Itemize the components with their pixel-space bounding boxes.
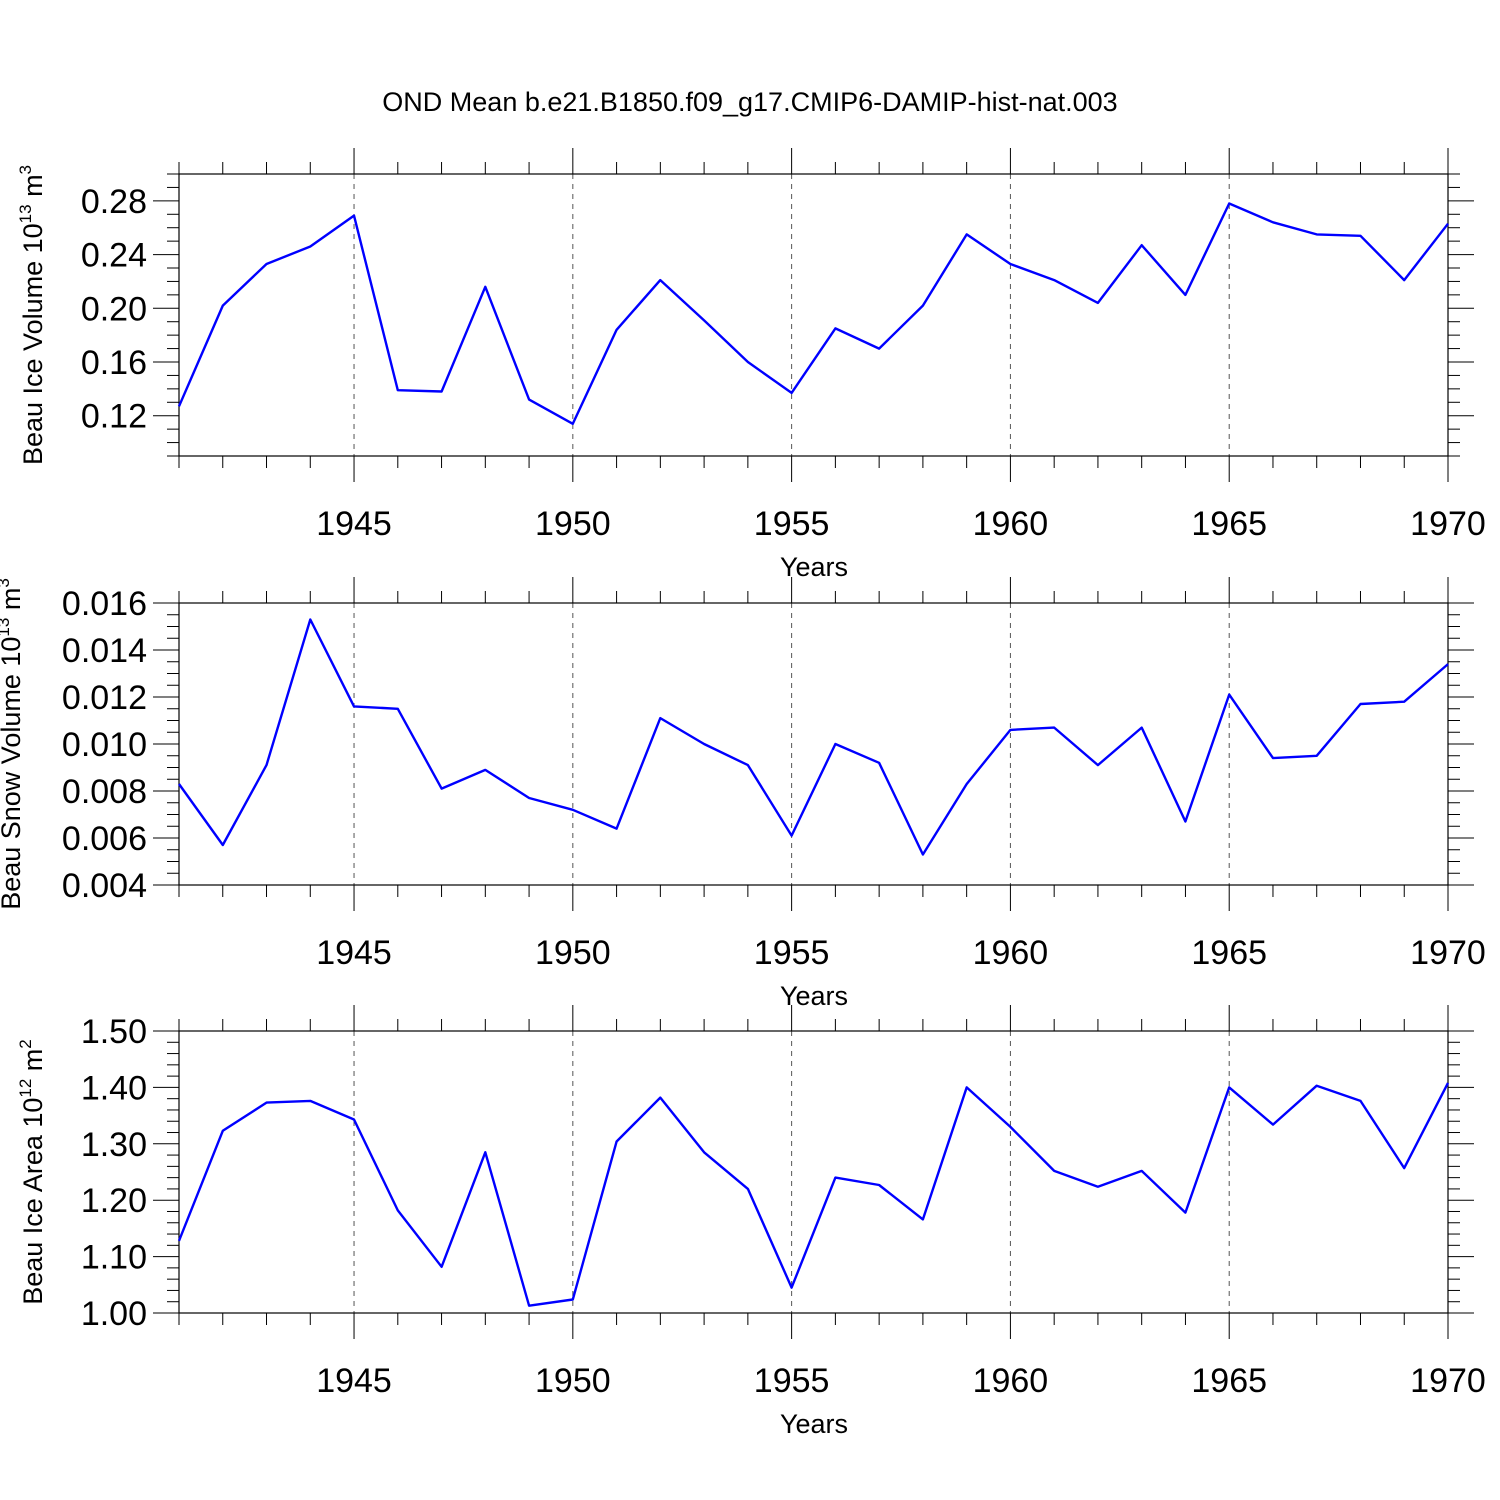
x-tick-label: 1950 bbox=[535, 505, 611, 543]
y-axis-label-text: m bbox=[18, 1049, 48, 1079]
chart-panel-2: 0.004 0.006 0.008 0.010 0.012 0.014 0.016 1945 1… bbox=[0, 577, 1486, 1011]
x-axis-label: Years bbox=[780, 552, 848, 582]
y-tick-label: 0.004 bbox=[62, 867, 147, 905]
x-tick-label: 1960 bbox=[973, 1362, 1049, 1400]
y-axis-label: Beau Snow Volume 1013 m3 bbox=[0, 578, 26, 910]
y-axis-label-text: Beau Ice Volume 10 bbox=[18, 223, 48, 465]
x-tick-label: 1955 bbox=[754, 934, 830, 972]
y-tick-label: 0.008 bbox=[62, 773, 147, 811]
y-tick-label: 0.12 bbox=[81, 398, 147, 436]
x-tick-label: 1960 bbox=[973, 505, 1049, 543]
series-line bbox=[177, 202, 1449, 425]
x-tick-label: 1965 bbox=[1191, 505, 1267, 543]
y-axis-label-superscript: 13 bbox=[16, 204, 35, 223]
x-tick-label: 1965 bbox=[1191, 934, 1267, 972]
y-axis-label-superscript: 13 bbox=[0, 618, 13, 637]
y-tick-label: 0.006 bbox=[62, 820, 147, 858]
y-axis-label-text: Beau Ice Area 10 bbox=[18, 1098, 48, 1305]
plot-frame bbox=[178, 173, 1449, 457]
x-axis-label: Years bbox=[780, 981, 848, 1011]
y-tick-label: 1.50 bbox=[81, 1013, 147, 1051]
x-tick-label: 1970 bbox=[1410, 934, 1486, 972]
x-axis-label: Years bbox=[780, 1409, 848, 1439]
series-line bbox=[178, 618, 1449, 856]
chart-panel-1: 0.12 0.16 0.20 0.24 0.28 1945 1950 1955 1960 1965… bbox=[16, 148, 1486, 582]
x-tick-label: 1945 bbox=[316, 505, 392, 543]
x-tick-label: 1955 bbox=[754, 505, 830, 543]
y-tick-label: 0.016 bbox=[62, 585, 147, 623]
y-tick-label: 1.00 bbox=[81, 1295, 147, 1333]
x-tick-label: 1955 bbox=[754, 1362, 830, 1400]
y-axis-label-text: m bbox=[0, 588, 26, 618]
y-axis-label-text: m bbox=[18, 174, 48, 204]
y-tick-label: 1.10 bbox=[81, 1239, 147, 1277]
series-line bbox=[177, 1082, 1450, 1307]
y-tick-label: 1.30 bbox=[81, 1126, 147, 1164]
x-tick-label: 1970 bbox=[1410, 505, 1486, 543]
y-axis-label-superscript: 2 bbox=[16, 1039, 35, 1048]
y-tick-label: 0.28 bbox=[81, 183, 147, 221]
y-tick-label: 0.16 bbox=[81, 344, 147, 382]
y-tick-label: 1.40 bbox=[81, 1069, 147, 1107]
y-axis-label-text: Beau Snow Volume 10 bbox=[0, 637, 26, 910]
x-tick-label: 1965 bbox=[1191, 1362, 1267, 1400]
chart-panel-3: 1.00 1.10 1.20 1.30 1.40 1.50 1945 1950 1955 1960… bbox=[16, 1005, 1486, 1439]
y-axis-label: Beau Ice Area 1012 m2 bbox=[16, 1039, 48, 1305]
y-axis-label-superscript: 3 bbox=[0, 578, 13, 587]
y-axis-label-superscript: 3 bbox=[16, 165, 35, 174]
y-axis-label-superscript: 12 bbox=[16, 1079, 35, 1098]
x-tick-label: 1960 bbox=[973, 934, 1049, 972]
y-tick-label: 0.24 bbox=[81, 237, 147, 275]
y-tick-label: 0.20 bbox=[81, 290, 147, 328]
x-tick-label: 1950 bbox=[535, 1362, 611, 1400]
y-axis-label: Beau Ice Volume 1013 m3 bbox=[16, 165, 48, 465]
y-tick-label: 0.012 bbox=[62, 679, 147, 717]
y-tick-label: 1.20 bbox=[81, 1182, 147, 1220]
plot-frame bbox=[178, 1030, 1449, 1314]
x-tick-label: 1945 bbox=[316, 934, 392, 972]
y-tick-label: 0.014 bbox=[62, 632, 147, 670]
y-tick-label: 0.010 bbox=[62, 726, 147, 764]
plot-frame bbox=[178, 602, 1449, 886]
figure-title: OND Mean b.e21.B1850.f09_g17.CMIP6-DAMIP… bbox=[382, 87, 1117, 117]
x-tick-label: 1970 bbox=[1410, 1362, 1486, 1400]
x-tick-label: 1950 bbox=[535, 934, 611, 972]
x-tick-label: 1945 bbox=[316, 1362, 392, 1400]
